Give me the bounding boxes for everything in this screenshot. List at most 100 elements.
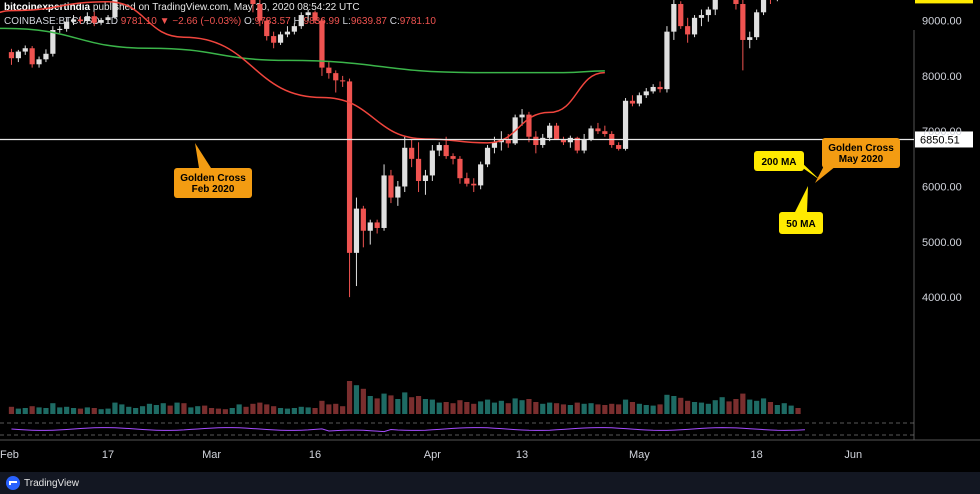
candle-body: [457, 158, 463, 179]
volume-bar: [402, 392, 408, 414]
volume-bar: [643, 405, 649, 414]
volume-bar: [77, 408, 84, 414]
volume-bar: [388, 395, 394, 414]
volume-bar: [698, 402, 705, 414]
volume-bar: [622, 399, 629, 414]
candle-body: [22, 48, 28, 52]
x-tick-label: 13: [516, 449, 528, 461]
volume-bar: [609, 403, 615, 414]
candle-body: [84, 16, 90, 22]
candle-body: [333, 73, 339, 81]
x-tick-label: Apr: [424, 449, 441, 461]
x-tick-label: May: [629, 449, 650, 461]
horizontal-price-line[interactable]: 6850.51: [0, 131, 973, 148]
volume-bar: [236, 404, 242, 414]
volume-bar: [491, 402, 498, 414]
volume-bar: [415, 396, 422, 414]
volume-bar: [222, 409, 228, 414]
candle-body: [505, 139, 511, 144]
volume-bar: [64, 406, 70, 414]
volume-bar: [443, 402, 449, 414]
volume-bar: [36, 407, 42, 414]
candle-body: [29, 48, 35, 65]
volume-bar: [457, 400, 463, 414]
volume-bar: [478, 401, 484, 414]
candle-body: [547, 125, 553, 138]
candle-body: [622, 100, 629, 149]
time-axis[interactable]: Feb 17 Mar 16 Apr 13 May 18 Jun: [0, 449, 862, 461]
volume-bar: [195, 406, 201, 414]
y-tick-label: 8000.00: [922, 71, 962, 83]
candle-body: [616, 145, 622, 149]
volume-bar: [319, 400, 325, 414]
volume-bar: [133, 408, 139, 414]
volume-bar: [353, 385, 360, 414]
low-value: 9639.87: [350, 16, 387, 27]
candle-body: [519, 114, 525, 118]
volume-bars: [8, 381, 801, 414]
volume-bar: [264, 404, 270, 414]
candle-body: [422, 175, 429, 181]
countdown-text: 15:05:39: [920, 0, 963, 2]
price-chart[interactable]: 6850.51 10000.009000.008000.007000.00600…: [0, 0, 980, 472]
candle-body: [429, 150, 435, 176]
candle-body: [643, 91, 649, 96]
volume-bar: [616, 404, 622, 414]
tradingview-brand[interactable]: TradingView: [6, 476, 79, 490]
candle-body: [57, 28, 63, 31]
golden-cross-feb-box: [174, 168, 252, 198]
volume-bar: [512, 398, 518, 414]
symbol-label[interactable]: COINBASE:BTCUSD, 1D: [4, 16, 121, 27]
candle-body: [691, 17, 698, 35]
chart-header: bitcoinexpertindia published on TradingV…: [0, 0, 980, 30]
volume-bar: [505, 403, 511, 414]
last-value: 9781.10: [120, 16, 157, 27]
volume-bar: [726, 401, 732, 414]
volume-bar: [291, 408, 297, 414]
candle-body: [588, 128, 594, 140]
x-tick-label: 18: [751, 449, 763, 461]
volume-bar: [126, 406, 132, 414]
candle-body: [305, 12, 311, 16]
volume-bar: [574, 402, 580, 414]
candle-body: [415, 158, 422, 181]
volume-bar: [429, 399, 435, 414]
volume-bar: [188, 407, 194, 414]
candle-body: [257, 4, 263, 21]
volume-bar: [57, 407, 63, 414]
change-value: ▼ −2.66 (−0.03%): [156, 16, 245, 27]
candle-body: [636, 95, 642, 104]
candle-body: [484, 147, 491, 165]
candle-body: [540, 137, 546, 146]
volume-bar: [167, 405, 173, 414]
candle-body: [36, 59, 42, 65]
candle-body: [43, 53, 49, 60]
volume-bar: [305, 407, 311, 414]
volume-bar: [202, 405, 208, 414]
volume-bar: [602, 405, 608, 414]
price-axis[interactable]: 10000.009000.008000.007000.006000.005000…: [915, 0, 973, 304]
candle-body: [409, 147, 415, 159]
golden-cross-feb-text: Feb 2020: [192, 184, 235, 195]
volume-bar: [174, 402, 180, 414]
candle-body: [678, 4, 684, 27]
candle-body: [650, 86, 656, 92]
footer-bar: [0, 472, 980, 494]
volume-bar: [312, 408, 318, 414]
candle-body: [312, 12, 318, 21]
hline-price-text: 6850.51: [920, 134, 960, 146]
close-label: C:: [386, 16, 400, 27]
volume-bar: [526, 399, 532, 414]
volume-bar: [691, 402, 698, 414]
volume-bar: [22, 408, 28, 414]
volume-bar: [664, 394, 670, 414]
candle-body: [712, 0, 718, 10]
open-value: 9783.57: [254, 16, 291, 27]
volume-bar: [271, 406, 277, 414]
volume-bar: [119, 404, 125, 414]
candle-body: [395, 186, 401, 198]
volume-bar: [15, 408, 21, 414]
brand-label: TradingView: [24, 477, 80, 489]
volume-bar: [781, 403, 787, 414]
